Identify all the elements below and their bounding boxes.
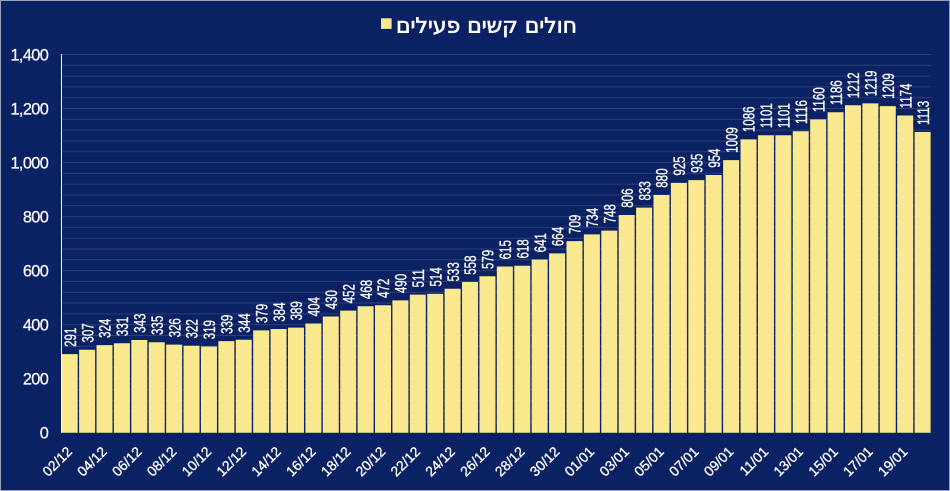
svg-text:200: 200 bbox=[23, 371, 49, 389]
svg-text:404: 404 bbox=[306, 297, 325, 316]
svg-text:452: 452 bbox=[340, 284, 359, 303]
svg-text:344: 344 bbox=[236, 313, 255, 332]
svg-text:954: 954 bbox=[706, 148, 725, 167]
svg-text:533: 533 bbox=[445, 262, 464, 281]
svg-text:430: 430 bbox=[323, 290, 342, 309]
svg-text:709: 709 bbox=[567, 215, 586, 234]
svg-text:806: 806 bbox=[619, 188, 638, 207]
svg-text:514: 514 bbox=[428, 267, 447, 286]
svg-text:618: 618 bbox=[515, 239, 534, 258]
svg-text:833: 833 bbox=[636, 181, 655, 200]
svg-text:319: 319 bbox=[201, 320, 220, 339]
svg-text:641: 641 bbox=[532, 233, 551, 252]
svg-text:1009: 1009 bbox=[723, 127, 742, 153]
svg-text:339: 339 bbox=[219, 315, 238, 334]
svg-text:326: 326 bbox=[166, 318, 185, 337]
svg-text:1160: 1160 bbox=[810, 87, 829, 112]
svg-text:1113: 1113 bbox=[915, 101, 934, 125]
svg-text:1116: 1116 bbox=[793, 100, 812, 124]
svg-text:379: 379 bbox=[253, 304, 272, 323]
svg-text:600: 600 bbox=[23, 263, 49, 281]
svg-text:615: 615 bbox=[497, 240, 516, 259]
svg-text:1086: 1086 bbox=[741, 106, 760, 132]
svg-text:579: 579 bbox=[480, 250, 499, 269]
svg-text:331: 331 bbox=[114, 317, 133, 336]
svg-text:1101: 1101 bbox=[758, 103, 777, 128]
svg-text:389: 389 bbox=[288, 301, 307, 320]
svg-text:468: 468 bbox=[358, 280, 377, 299]
svg-text:664: 664 bbox=[549, 227, 568, 246]
svg-text:734: 734 bbox=[584, 208, 603, 227]
svg-text:1219: 1219 bbox=[863, 70, 882, 96]
svg-text:1,200: 1,200 bbox=[10, 100, 48, 118]
svg-text:880: 880 bbox=[654, 168, 673, 187]
svg-text:291: 291 bbox=[62, 328, 81, 347]
svg-text:1186: 1186 bbox=[828, 80, 847, 105]
svg-text:1,400: 1,400 bbox=[10, 46, 48, 64]
svg-text:384: 384 bbox=[271, 302, 290, 321]
svg-text:511: 511 bbox=[410, 269, 429, 287]
svg-text:1174: 1174 bbox=[897, 83, 916, 108]
svg-text:490: 490 bbox=[393, 274, 412, 293]
svg-text:0: 0 bbox=[40, 425, 49, 443]
svg-text:800: 800 bbox=[23, 209, 49, 227]
svg-text:925: 925 bbox=[671, 156, 690, 175]
svg-text:400: 400 bbox=[23, 317, 49, 335]
svg-text:935: 935 bbox=[689, 154, 708, 173]
svg-text:01/01: 01/01 bbox=[561, 443, 597, 479]
svg-text:335: 335 bbox=[149, 316, 168, 335]
svg-text:324: 324 bbox=[97, 319, 116, 338]
svg-text:322: 322 bbox=[184, 319, 203, 338]
svg-text:472: 472 bbox=[375, 279, 394, 298]
svg-text:558: 558 bbox=[462, 255, 481, 274]
svg-text:343: 343 bbox=[132, 314, 151, 333]
svg-text:1212: 1212 bbox=[845, 72, 864, 98]
svg-text:1101: 1101 bbox=[776, 103, 795, 128]
svg-text:1,000: 1,000 bbox=[10, 155, 48, 173]
svg-text:1209: 1209 bbox=[880, 73, 899, 99]
svg-text:748: 748 bbox=[602, 204, 621, 223]
svg-text:307: 307 bbox=[79, 323, 98, 342]
